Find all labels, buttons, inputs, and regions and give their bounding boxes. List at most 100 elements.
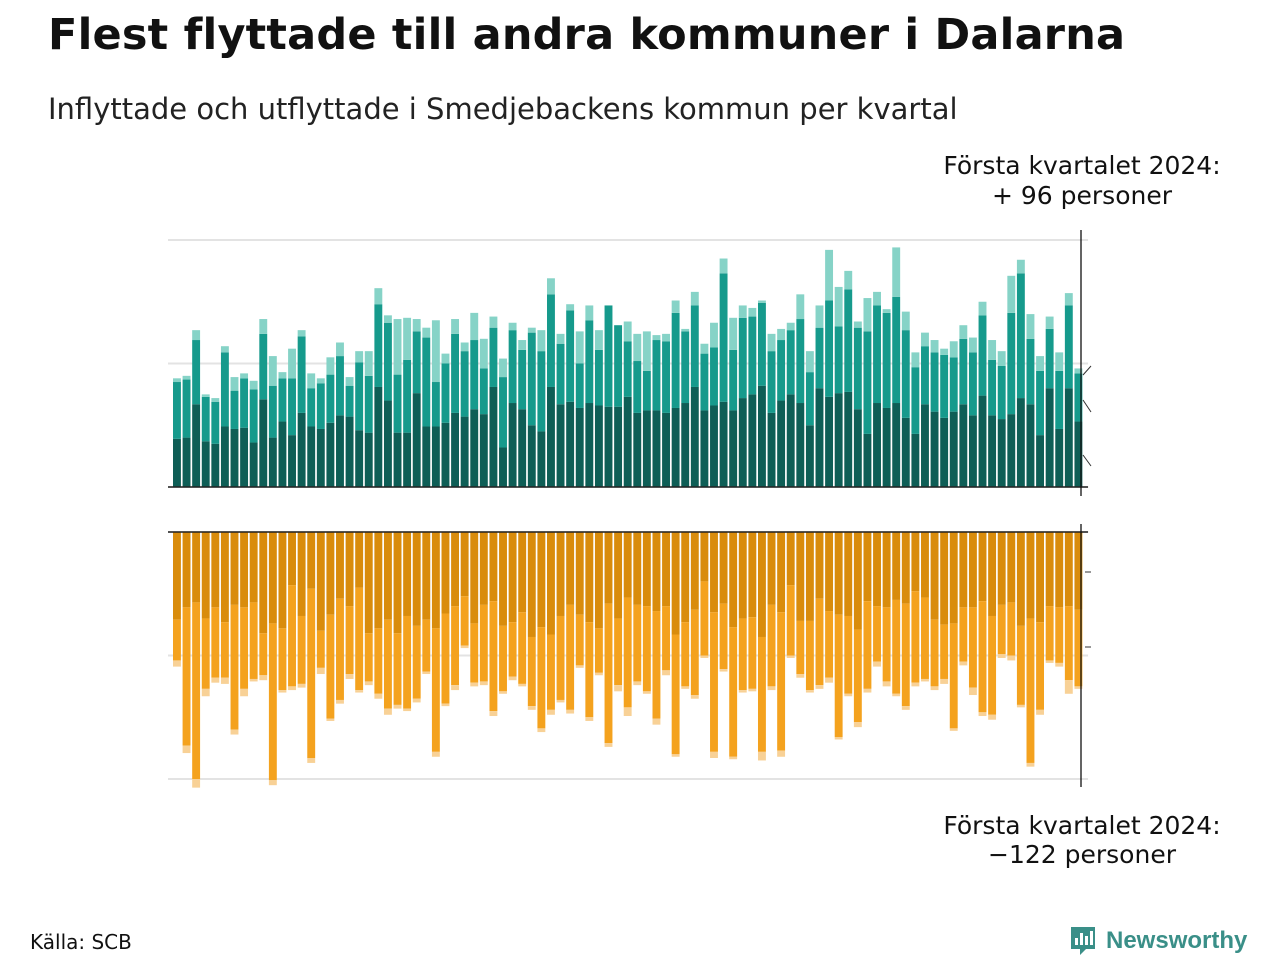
- bar-outflow-1-55: [700, 581, 709, 656]
- bar-inflow-0-52: [671, 407, 680, 487]
- bar-outflow-0-73: [873, 532, 881, 607]
- bar-inflow-2-15: [316, 378, 325, 384]
- bar-outflow-0-34: [499, 532, 507, 626]
- series-leader-2: [1082, 454, 1092, 467]
- bar-inflow-2-37: [527, 327, 536, 333]
- bar-inflow-0-57: [719, 401, 728, 487]
- bar-inflow-2-25: [412, 319, 421, 332]
- bar-outflow-0-82: [959, 532, 968, 608]
- bar-inflow-1-47: [623, 341, 632, 397]
- bar-outflow-2-35: [508, 676, 517, 681]
- bar-inflow-2-28: [441, 353, 450, 364]
- bar-inflow-0-46: [614, 406, 623, 487]
- bar-outflow-0-9: [259, 532, 268, 634]
- bar-inflow-2-68: [825, 249, 834, 301]
- bar-outflow-0-92: [1055, 532, 1064, 608]
- bar-outflow-2-15: [316, 667, 325, 675]
- bar-outflow-1-62: [767, 604, 776, 687]
- bar-outflow-1-84: [978, 601, 987, 713]
- bar-outflow-1-3: [201, 618, 210, 689]
- bar-inflow-2-48: [633, 333, 642, 362]
- bar-inflow-0-10: [268, 437, 277, 487]
- bar-inflow-2-61: [757, 300, 766, 303]
- bar-inflow-1-29: [451, 333, 460, 413]
- bar-inflow-2-10: [268, 356, 277, 386]
- bar-outflow-0-64: [786, 532, 795, 586]
- bar-inflow-0-4: [211, 443, 220, 487]
- bar-inflow-2-47: [623, 321, 632, 342]
- bar-outflow-0-0: [173, 532, 181, 620]
- bar-outflow-1-37: [527, 636, 536, 707]
- bar-outflow-2-72: [863, 688, 872, 693]
- bar-outflow-2-60: [748, 688, 757, 692]
- bar-outflow-0-48: [633, 532, 642, 605]
- bar-inflow-2-74: [882, 309, 891, 313]
- bar-outflow-0-78: [921, 532, 929, 598]
- bar-outflow-2-28: [441, 703, 450, 707]
- bar-inflow-0-74: [882, 407, 891, 487]
- chart-title: Flest flyttade till andra kommuner i Dal…: [48, 10, 1126, 60]
- bar-outflow-0-7: [240, 532, 249, 608]
- bar-inflow-1-1: [182, 379, 191, 438]
- bar-inflow-2-38: [537, 330, 546, 352]
- bar-inflow-0-14: [307, 426, 316, 487]
- bar-inflow-0-0: [173, 438, 181, 487]
- bar-outflow-2-44: [594, 672, 603, 676]
- bar-inflow-1-17: [336, 356, 344, 416]
- bar-inflow-0-67: [815, 388, 824, 487]
- bar-inflow-0-68: [825, 396, 834, 487]
- bar-inflow-0-60: [748, 394, 757, 488]
- bar-outflow-0-42: [575, 532, 584, 615]
- bar-outflow-2-85: [988, 714, 997, 720]
- bar-outflow-1-33: [489, 601, 498, 712]
- bar-outflow-1-94: [1074, 609, 1083, 687]
- bar-outflow-0-1: [182, 532, 191, 608]
- bar-inflow-2-20: [364, 351, 373, 376]
- bar-outflow-2-22: [383, 708, 392, 715]
- bar-inflow-0-80: [940, 417, 949, 487]
- bar-outflow-1-50: [652, 611, 661, 719]
- bar-inflow-1-79: [930, 352, 939, 412]
- bar-inflow-2-55: [700, 343, 709, 354]
- bar-inflow-1-55: [700, 353, 709, 411]
- bar-inflow-2-43: [585, 305, 594, 321]
- bar-inflow-2-78: [921, 332, 929, 347]
- bar-inflow-1-80: [940, 354, 949, 418]
- bar-outflow-1-8: [249, 602, 258, 679]
- bar-outflow-2-29: [451, 685, 460, 691]
- labels: Första kvartalet 2024:+ 96 personerFörst…: [943, 151, 1220, 869]
- bar-outflow-2-7: [240, 688, 249, 697]
- bar-outflow-1-27: [431, 628, 440, 752]
- bar-inflow-1-74: [882, 312, 891, 408]
- bar-outflow-2-4: [211, 677, 220, 683]
- bar-inflow-2-49: [642, 331, 651, 371]
- bar-inflow-1-53: [681, 331, 690, 404]
- axes: [168, 230, 1089, 787]
- bar-inflow-0-72: [863, 433, 872, 487]
- bar-inflow-1-4: [211, 401, 220, 444]
- bar-inflow-0-71: [853, 409, 862, 487]
- bar-outflow-1-24: [403, 615, 412, 709]
- bar-outflow-1-43: [585, 622, 594, 718]
- bar-outflow-0-36: [518, 532, 527, 613]
- bar-outflow-2-17: [336, 699, 344, 704]
- bar-inflow-0-33: [489, 386, 498, 487]
- bar-outflow-1-66: [805, 620, 814, 691]
- bar-outflow-0-11: [278, 532, 287, 629]
- bar-inflow-0-66: [805, 425, 814, 487]
- bar-outflow-0-51: [662, 532, 670, 607]
- bar-outflow-2-63: [777, 750, 786, 757]
- bar-inflow-0-87: [1007, 414, 1016, 487]
- bar-outflow-1-61: [757, 636, 766, 752]
- bar-outflow-1-64: [786, 585, 795, 656]
- bar-inflow-0-39: [547, 386, 555, 487]
- bar-inflow-2-32: [479, 338, 488, 369]
- bar-inflow-1-92: [1055, 370, 1064, 429]
- bar-inflow-0-75: [892, 403, 901, 487]
- bar-inflow-0-45: [604, 406, 613, 487]
- bar-inflow-2-62: [767, 333, 776, 352]
- bar-outflow-1-20: [364, 633, 373, 682]
- bar-outflow-2-53: [681, 686, 690, 689]
- bar-inflow-1-30: [460, 351, 469, 417]
